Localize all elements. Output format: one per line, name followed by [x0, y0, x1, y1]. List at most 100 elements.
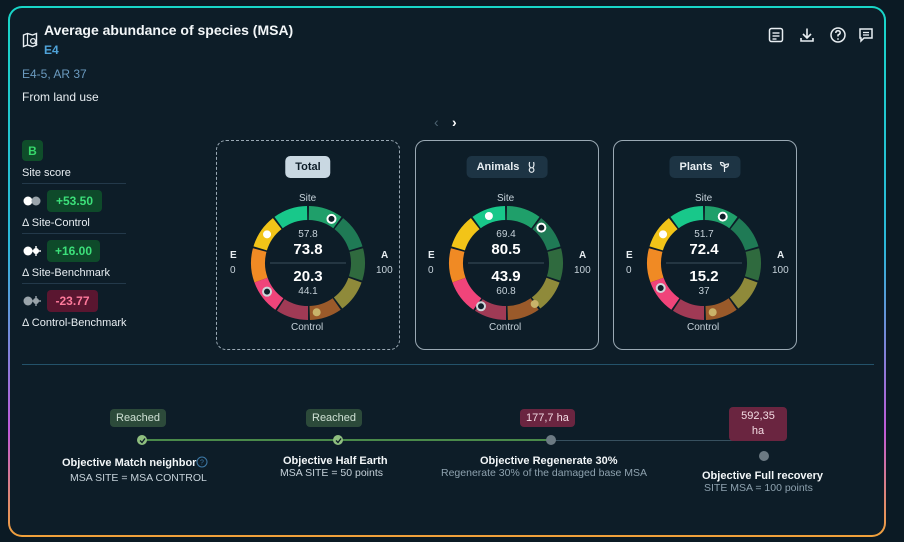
map-icon — [22, 32, 38, 48]
control-benchmark-label: Δ Control-Benchmark — [22, 317, 127, 329]
gauge-segment — [730, 218, 759, 251]
control-reference-value: 37 — [698, 286, 710, 297]
page-subtitle: E4 — [44, 43, 59, 57]
site-benchmark-label: Δ Site-Benchmark — [22, 267, 111, 279]
site-reference-value: 57.8 — [298, 229, 318, 240]
gauge-marker — [655, 283, 666, 293]
download-icon[interactable] — [798, 26, 816, 44]
objective-title: Objective Match neighbor — [62, 457, 197, 469]
msa-panel — [8, 6, 886, 537]
timeline-remaining — [551, 440, 764, 441]
site-score-badge: B — [22, 140, 43, 161]
gauge-e-value: 0 — [428, 265, 434, 276]
gauge-control-label: Control — [489, 322, 522, 333]
gauge-segment — [670, 206, 704, 229]
control-benchmark-icon — [23, 296, 41, 306]
gauge-control-label: Control — [687, 322, 720, 333]
gauge-segment — [546, 248, 563, 281]
gauge-segment — [274, 206, 308, 229]
rabbit-icon — [528, 161, 535, 173]
objective-status-tag: Reached — [110, 409, 167, 427]
control-msa-value: 20.3 — [293, 268, 323, 285]
comment-icon[interactable] — [857, 26, 875, 44]
gauge-a-label: A — [777, 250, 785, 261]
site-reference-value: 51.7 — [694, 229, 714, 240]
gauge-segment — [744, 248, 761, 281]
gauge-segment — [672, 299, 704, 320]
card-total[interactable]: Total — [216, 140, 400, 350]
gauge-a-label: A — [579, 250, 587, 261]
gauge-segment — [506, 206, 540, 229]
svg-text:?: ? — [200, 460, 204, 467]
divider — [22, 183, 126, 184]
site-control-delta: +53.50 — [47, 190, 102, 212]
control-reference-value: 60.8 — [496, 286, 516, 297]
sun-marker-icon — [263, 230, 272, 239]
divider — [22, 233, 126, 234]
control-reference-value: 44.1 — [298, 286, 318, 297]
help-icon[interactable]: ? — [196, 456, 208, 468]
objective-description: MSA SITE = 50 points — [280, 467, 384, 479]
objective-description: SITE MSA = 100 points — [704, 482, 813, 494]
check-icon — [333, 435, 343, 445]
objective-hectares-tag: 592,35 ha — [729, 407, 787, 441]
site-msa-value: 73.8 — [293, 241, 323, 258]
gauge-segment — [729, 277, 758, 309]
control-msa-value: 15.2 — [689, 268, 719, 285]
control-benchmark-delta: -23.77 — [47, 290, 98, 312]
gauge-segment — [308, 206, 342, 229]
gauge-segment — [647, 248, 664, 283]
page-title: Average abundance of species (MSA) — [44, 22, 294, 38]
objective-title: Objective Half Earth — [283, 455, 388, 467]
gauge-marker — [262, 286, 273, 297]
gauge-marker — [717, 211, 728, 222]
objective-hectares-tag: 177,7 ha — [520, 409, 575, 427]
help-icon[interactable] — [829, 26, 847, 44]
gauge-e-label: E — [230, 250, 237, 261]
control-msa-value: 43.9 — [491, 268, 521, 285]
card-plants[interactable]: Plants — [613, 140, 797, 350]
gauge-segment — [532, 218, 561, 251]
objective-description: Regenerate 30% of the damaged base MSA — [441, 467, 648, 479]
gauge-segment — [276, 299, 308, 320]
gauge-site-label: Site — [299, 193, 317, 204]
gauge-e-label: E — [626, 250, 633, 261]
divider — [22, 283, 126, 284]
site-score-label: Site score — [22, 167, 71, 179]
gauge-segment — [449, 248, 466, 283]
sun-marker-icon — [530, 299, 539, 308]
tab-animals[interactable]: Animals — [466, 156, 548, 178]
gauge-a-value: 100 — [574, 265, 591, 276]
gauge-segment — [251, 248, 268, 283]
site-control-label: Δ Site-Control — [22, 217, 90, 229]
objective-title: Objective Regenerate 30% — [480, 455, 618, 467]
objective-marker — [759, 451, 769, 461]
source-label: From land use — [22, 90, 99, 104]
gauge-a-label: A — [381, 250, 389, 261]
gauge-marker — [536, 222, 547, 233]
gauge-segment — [531, 277, 560, 309]
notes-icon[interactable] — [767, 26, 785, 44]
sun-marker-icon — [312, 308, 321, 317]
site-control-icon — [23, 196, 41, 206]
gauge-control-label: Control — [291, 322, 324, 333]
sun-marker-icon — [484, 212, 493, 221]
objective-description: MSA SITE = MSA CONTROL — [70, 472, 207, 484]
gauge-segment — [348, 248, 366, 281]
site-benchmark-icon — [23, 246, 41, 256]
objective-title: Objective Full recovery — [702, 470, 824, 482]
tab-plants[interactable]: Plants — [669, 156, 741, 178]
carousel-prev-button[interactable]: ‹ — [434, 114, 439, 130]
card-animals[interactable]: Animals — [415, 140, 599, 350]
gauge-marker — [326, 213, 337, 224]
gauge-segment — [451, 218, 480, 251]
gauge-marker — [476, 301, 486, 312]
carousel-next-button[interactable]: › — [452, 114, 457, 130]
gauge-a-value: 100 — [376, 265, 393, 276]
check-icon — [137, 435, 147, 445]
sprout-icon — [719, 161, 730, 172]
tab-total[interactable]: Total — [285, 156, 331, 178]
site-reference-value: 69.4 — [496, 229, 516, 240]
gauge-e-label: E — [428, 250, 435, 261]
